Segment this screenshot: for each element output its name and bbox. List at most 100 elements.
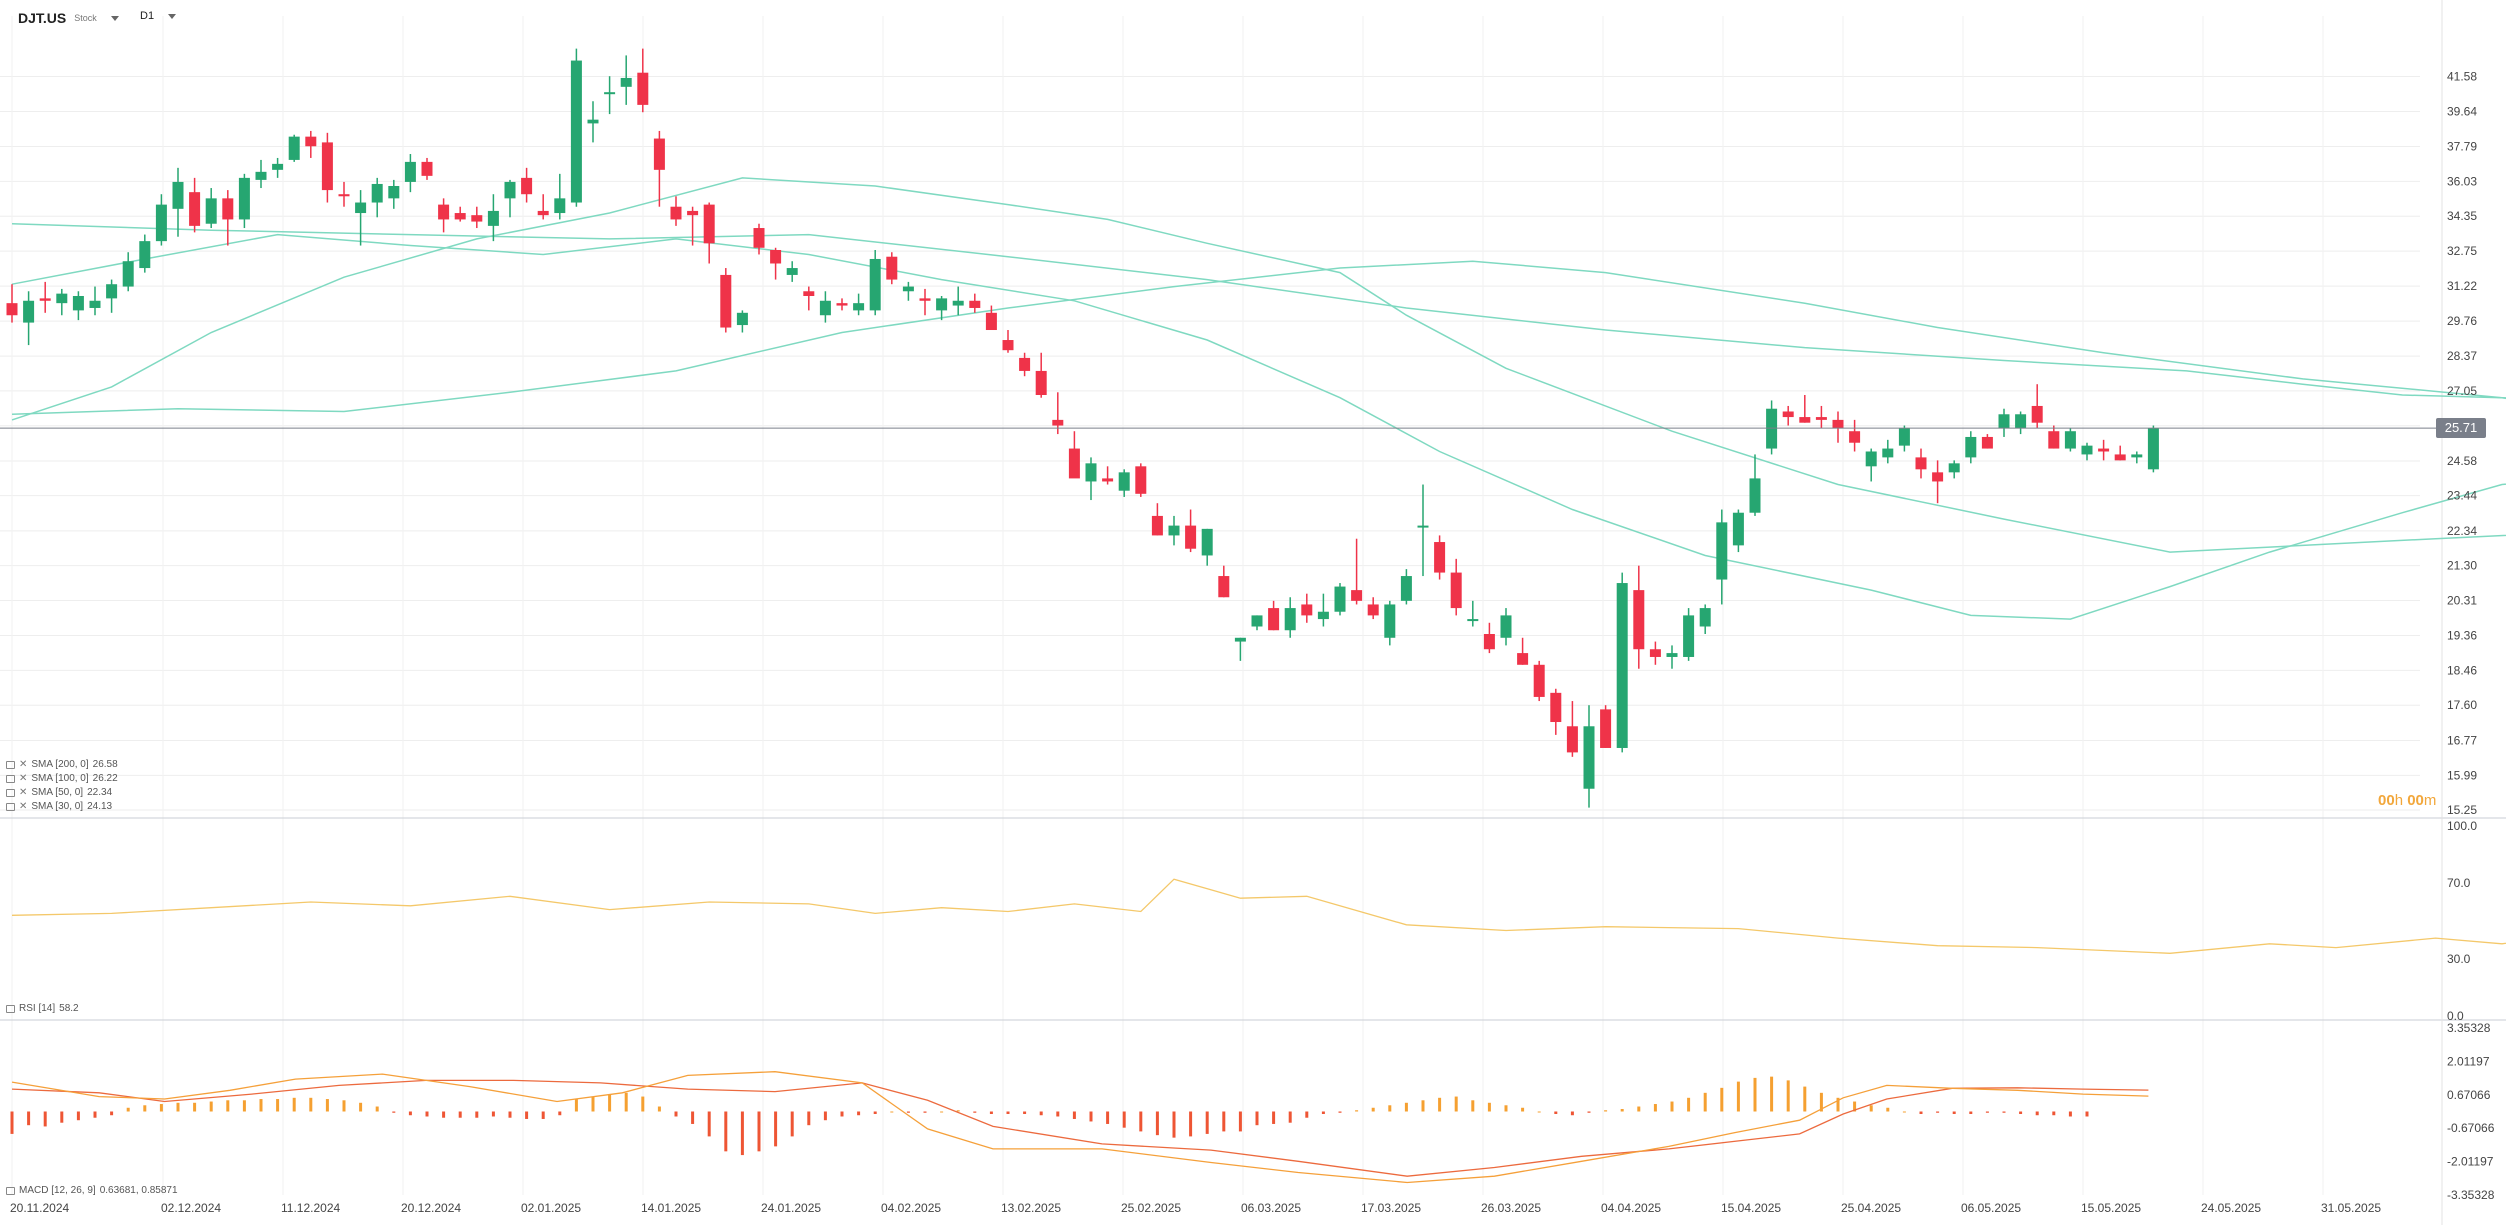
legend-sma-200[interactable]: ✕ SMA [200, 0] 26.58 xyxy=(6,758,118,772)
macd-histogram-bar xyxy=(1272,1111,1276,1124)
settings-icon[interactable] xyxy=(6,775,15,783)
candle-body xyxy=(1467,619,1479,622)
price-tick-label: 15.99 xyxy=(2447,768,2477,782)
macd-histogram-bar xyxy=(1471,1100,1475,1112)
candle-body xyxy=(189,192,201,226)
date-tick-label: 04.04.2025 xyxy=(1601,1201,1661,1215)
macd-histogram-bar xyxy=(691,1111,695,1124)
macd-histogram-bar xyxy=(1836,1097,1840,1112)
candle-body xyxy=(89,300,101,308)
legend-sma-100[interactable]: ✕ SMA [100, 0] 26.22 xyxy=(6,772,118,786)
legend-value: 26.22 xyxy=(92,773,118,784)
candle-body xyxy=(736,312,748,326)
candle-body xyxy=(620,77,632,87)
legend-macd[interactable]: MACD [12, 26, 9] 0.63681, 0.85871 xyxy=(6,1184,178,1198)
candle-body xyxy=(1400,576,1412,601)
macd-histogram-bar xyxy=(757,1111,761,1152)
price-tick-label: 37.79 xyxy=(2447,139,2477,153)
candle-body xyxy=(272,163,284,170)
candle-body xyxy=(1633,590,1645,650)
macd-histogram-bar xyxy=(43,1111,47,1127)
date-tick-label: 15.04.2025 xyxy=(1721,1201,1781,1215)
macd-histogram-bar xyxy=(807,1111,811,1126)
candle-body xyxy=(1683,615,1695,657)
macd-histogram-bar xyxy=(823,1111,827,1121)
macd-histogram-bar xyxy=(76,1111,80,1121)
candle-body xyxy=(1384,604,1396,638)
settings-icon[interactable] xyxy=(6,1187,15,1195)
candle-body xyxy=(1334,586,1346,612)
current-price-tag: 25.71 xyxy=(2436,418,2486,439)
macd-histogram-bar xyxy=(857,1111,861,1116)
candle-body xyxy=(521,177,533,195)
candle-body xyxy=(819,300,831,316)
macd-histogram-bar xyxy=(276,1099,280,1112)
date-tick-label: 15.05.2025 xyxy=(2081,1201,2141,1215)
price-tick-label: 20.31 xyxy=(2447,593,2477,607)
rsi-tick-label: 100.0 xyxy=(2447,819,2477,833)
candle-body xyxy=(1932,472,1944,482)
macd-histogram-bar xyxy=(1338,1111,1342,1113)
macd-histogram-bar xyxy=(325,1099,329,1112)
candle-body xyxy=(2114,454,2126,461)
macd-histogram-bar xyxy=(292,1097,296,1112)
macd-histogram-bar xyxy=(1604,1110,1608,1112)
close-icon[interactable]: ✕ xyxy=(19,787,28,798)
sma-line xyxy=(11,233,2506,620)
date-tick-label: 20.12.2024 xyxy=(401,1201,461,1215)
macd-histogram-bar xyxy=(475,1111,479,1118)
legend-rsi[interactable]: RSI [14] 58.2 xyxy=(6,1002,79,1016)
legend-sma-30[interactable]: ✕ SMA [30, 0] 24.13 xyxy=(6,800,112,814)
date-tick-label: 17.03.2025 xyxy=(1361,1201,1421,1215)
macd-histogram-bar xyxy=(1554,1111,1558,1114)
candle-body xyxy=(1218,576,1230,598)
price-tick-label: 23.44 xyxy=(2447,489,2477,503)
legend-label: MACD [12, 26, 9] xyxy=(19,1185,96,1196)
candle-body xyxy=(72,295,84,311)
symbol-selector[interactable]: DJT.US Stock xyxy=(18,10,119,26)
macd-histogram-bar xyxy=(1305,1111,1309,1118)
candle-body xyxy=(936,298,948,311)
bar-countdown: 00h 00m xyxy=(2378,792,2436,809)
sma-lines xyxy=(11,177,2506,620)
macd-histogram-bar xyxy=(226,1100,230,1112)
macd-histogram-bar xyxy=(1355,1110,1359,1112)
settings-icon[interactable] xyxy=(6,761,15,769)
macd-histogram-bar xyxy=(558,1111,562,1116)
candle-body xyxy=(1550,692,1562,723)
date-tick-label: 20.11.2024 xyxy=(10,1201,69,1215)
close-icon[interactable]: ✕ xyxy=(19,759,28,770)
macd-histogram-bar xyxy=(1969,1111,1973,1114)
close-icon[interactable]: ✕ xyxy=(19,801,28,812)
settings-icon[interactable] xyxy=(6,789,15,797)
settings-icon[interactable] xyxy=(6,803,15,811)
legend-sma-50[interactable]: ✕ SMA [50, 0] 22.34 xyxy=(6,786,112,800)
candle-body xyxy=(1517,653,1529,665)
price-tick-label: 17.60 xyxy=(2447,698,2477,712)
candle-body xyxy=(1268,608,1280,631)
macd-histogram-bar xyxy=(1952,1111,1956,1114)
interval-selector[interactable]: D1 xyxy=(140,10,177,22)
candle-body xyxy=(653,138,665,170)
macd-histogram-bar xyxy=(923,1111,927,1113)
candle-body xyxy=(172,181,184,209)
close-icon[interactable]: ✕ xyxy=(19,773,28,784)
macd-histogram-bar xyxy=(707,1111,711,1137)
candle-body xyxy=(155,204,167,242)
macd-histogram-bar xyxy=(790,1111,794,1137)
macd-histogram-bar xyxy=(1753,1077,1757,1112)
macd-histogram-bar xyxy=(458,1111,462,1118)
candle-body xyxy=(985,312,997,331)
candle-body xyxy=(2081,445,2093,455)
settings-icon[interactable] xyxy=(6,1005,15,1013)
sma-line xyxy=(11,222,2506,399)
candle-body xyxy=(1251,615,1263,627)
macd-histogram-bar xyxy=(1222,1111,1226,1132)
macd-histogram-bar xyxy=(1288,1111,1292,1123)
candle-body xyxy=(471,215,483,222)
instrument-type: Stock xyxy=(74,13,97,23)
candle-body xyxy=(2147,428,2159,470)
countdown-minutes: 00 xyxy=(2407,792,2424,809)
macd-tick-label: -2.01197 xyxy=(2447,1155,2494,1169)
